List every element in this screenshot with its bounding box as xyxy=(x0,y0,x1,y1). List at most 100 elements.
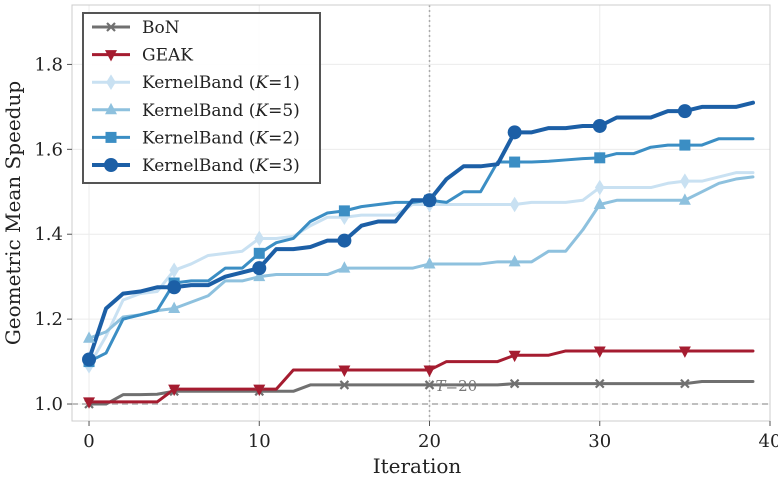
data-point-kernelband-k-2 xyxy=(509,156,521,168)
data-point-kernelband-k-2 xyxy=(338,205,350,217)
data-point-kernelband-k-5 xyxy=(168,301,181,314)
data-point-kernelband-k-5 xyxy=(593,197,606,210)
data-point-kernelband-k-1 xyxy=(254,230,265,247)
legend-label-tail: =1) xyxy=(268,73,300,93)
legend-label-k: K xyxy=(254,156,269,176)
legend-label: BoN xyxy=(142,18,180,38)
data-point-kernelband-k-5 xyxy=(338,261,351,273)
data-point-kernelband-k-5 xyxy=(508,254,521,267)
legend-entry-kernelband-k-2: KernelBand (K=2) xyxy=(92,128,300,148)
legend-label: KernelBand (K=1) xyxy=(142,73,300,93)
data-point-kernelband-k-1 xyxy=(680,173,690,189)
data-point-kernelband-k-3 xyxy=(252,261,267,276)
legend-label-tail: =2) xyxy=(268,128,300,148)
legend-label: KernelBand (K=2) xyxy=(142,128,300,148)
series-line-kernelband-k-5 xyxy=(87,175,755,340)
series-markers xyxy=(82,104,692,409)
data-point-kernelband-k-3 xyxy=(592,118,607,133)
marker-stroke xyxy=(594,378,605,389)
data-point-geak xyxy=(593,346,606,358)
y-tick-label: 1.2 xyxy=(34,309,63,330)
vline-label: T=20 xyxy=(436,377,478,395)
data-point-geak xyxy=(168,384,181,397)
data-point-geak xyxy=(83,397,96,409)
legend-marker xyxy=(104,158,118,172)
series-line-kernelband-k-1 xyxy=(87,171,755,368)
plot-frame xyxy=(71,4,771,422)
x-tick-label: 0 xyxy=(83,431,94,452)
y-tick-label: 1.8 xyxy=(34,54,63,75)
data-point-bon xyxy=(680,378,690,389)
y-tick-label: 1.4 xyxy=(34,224,63,245)
marker-stroke xyxy=(424,380,435,390)
reference-lines xyxy=(72,5,770,421)
marker-stroke xyxy=(680,378,690,389)
data-point-kernelband-k-5 xyxy=(83,331,96,343)
data-point-kernelband-k-3 xyxy=(337,233,352,248)
x-axis-label: Iteration xyxy=(373,454,462,478)
legend-marker xyxy=(105,50,117,62)
legend-marker xyxy=(106,22,116,32)
data-point-bon xyxy=(594,378,605,389)
legend-entry-bon: BoN xyxy=(92,18,180,38)
series-line-kernelband-k-3 xyxy=(87,100,755,362)
legend-label: KernelBand (K=3) xyxy=(142,156,300,176)
data-point-bon xyxy=(424,380,435,390)
data-point-kernelband-k-5 xyxy=(253,269,266,282)
data-point-kernelband-k-5 xyxy=(423,257,436,269)
data-point-kernelband-k-2 xyxy=(679,139,691,151)
data-point-kernelband-k-1 xyxy=(509,196,520,213)
legend-label-main: KernelBand ( xyxy=(142,128,255,148)
legend-box xyxy=(82,12,321,184)
data-point-kernelband-k-2 xyxy=(594,152,606,164)
legend-entry-kernelband-k-1: KernelBand (K=1) xyxy=(92,73,300,93)
vline-label-val: =20 xyxy=(446,377,478,395)
data-point-kernelband-k-1 xyxy=(339,209,350,226)
data-point-kernelband-k-1 xyxy=(594,179,605,196)
data-point-kernelband-k-3 xyxy=(82,352,97,367)
legend-label-k: K xyxy=(254,128,269,148)
data-point-kernelband-k-3 xyxy=(167,280,182,295)
legend-marker xyxy=(105,102,117,115)
data-point-geak xyxy=(338,365,351,377)
data-point-kernelband-k-3 xyxy=(422,193,437,208)
legend-label-main: BoN xyxy=(142,18,180,38)
marker-stroke xyxy=(106,22,116,32)
data-point-kernelband-k-5 xyxy=(678,193,691,205)
y-axis-label: Geometric Mean Speedup xyxy=(1,81,25,345)
data-point-kernelband-k-3 xyxy=(677,104,692,119)
legend-entry-kernelband-k-3: KernelBand (K=3) xyxy=(92,156,300,176)
marker-stroke xyxy=(339,380,350,390)
series-lines xyxy=(87,100,755,406)
series-line-geak xyxy=(87,349,755,404)
data-point-kernelband-k-2 xyxy=(253,247,265,259)
series-line-bon xyxy=(87,380,755,406)
legend-label: KernelBand (K=5) xyxy=(142,101,300,121)
x-tick-label: 30 xyxy=(588,431,611,452)
data-point-geak xyxy=(423,365,436,377)
x-tick-label: 20 xyxy=(418,431,441,452)
vline-label-var: T xyxy=(436,377,447,395)
axis-ticks: 0 10 20 30 40 1.0 1.2 1.4 1.6 1.8 xyxy=(34,54,778,452)
legend-label-main: KernelBand ( xyxy=(142,156,255,176)
data-point-kernelband-k-1 xyxy=(169,262,179,279)
data-point-geak xyxy=(508,350,521,363)
data-point-bon xyxy=(339,380,350,390)
data-point-geak xyxy=(678,346,691,358)
legend-label-main: KernelBand ( xyxy=(142,101,255,121)
legend-label-tail: =3) xyxy=(268,156,300,176)
legend-label-k: K xyxy=(254,101,269,121)
legend-label-tail: =5) xyxy=(268,101,300,121)
legend-marker xyxy=(105,131,117,143)
data-point-geak xyxy=(253,384,266,397)
legend-label-main: KernelBand ( xyxy=(142,73,255,93)
y-tick-label: 1.0 xyxy=(34,394,63,415)
legend-label-k: K xyxy=(254,73,269,93)
legend-entry-kernelband-k-5: KernelBand (K=5) xyxy=(92,101,300,121)
legend-marker xyxy=(106,74,116,90)
legend-label-main: GEAK xyxy=(142,46,193,66)
legend-label: GEAK xyxy=(142,46,193,66)
y-tick-label: 1.6 xyxy=(34,139,63,160)
data-point-bon xyxy=(509,378,520,389)
